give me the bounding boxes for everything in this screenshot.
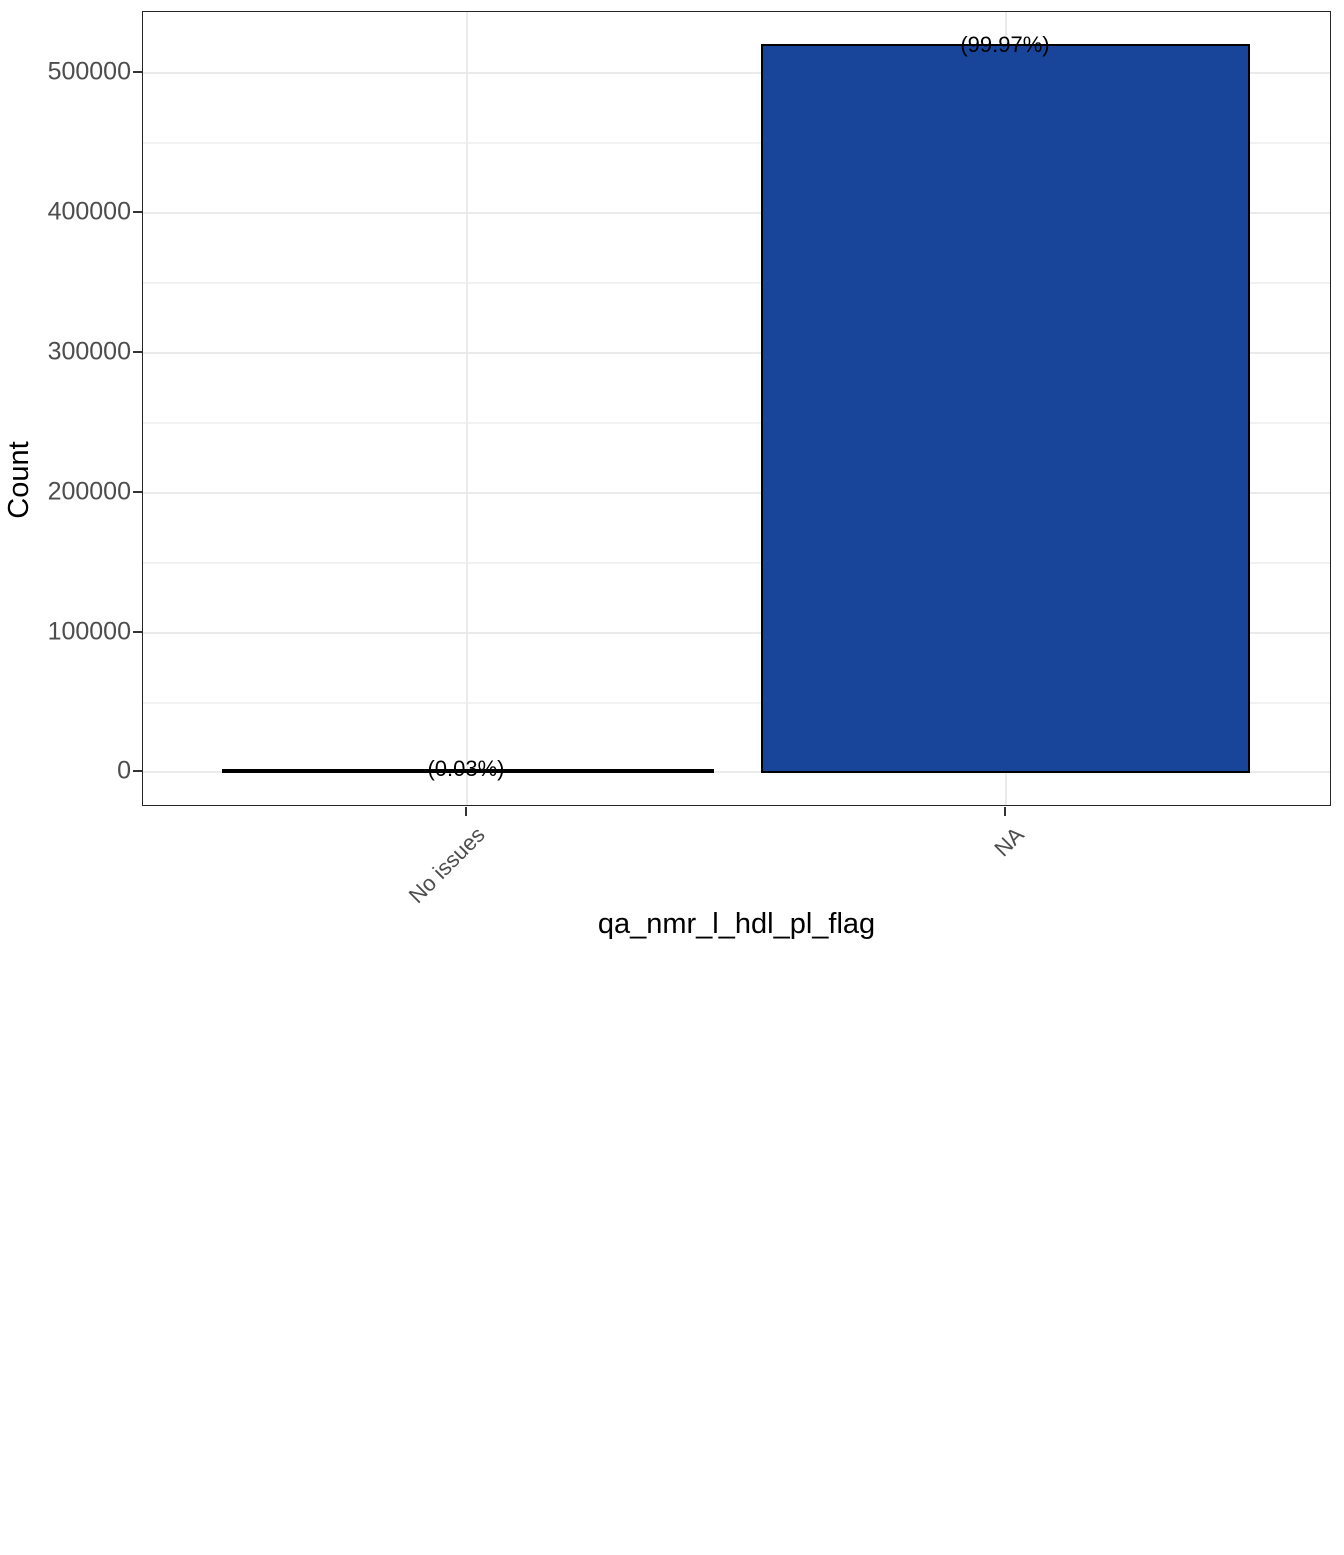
y-tick-mark — [133, 491, 142, 493]
bar-label-no-issues: (0.03%) — [427, 756, 505, 781]
gridline-minor-horizontal — [143, 702, 1330, 704]
y-tick-label: 400000 — [47, 197, 131, 226]
y-tick-mark — [133, 770, 142, 772]
plot-area: (0.03%) (99.97%) — [143, 12, 1330, 805]
y-tick-mark — [133, 351, 142, 353]
gridline-major-horizontal — [143, 632, 1330, 634]
x-tick-label-no-issues: No issues — [403, 822, 490, 908]
y-tick-mark — [133, 71, 142, 73]
gridline-major-vertical — [466, 12, 468, 805]
x-tick-mark — [1004, 807, 1006, 816]
gridline-minor-horizontal — [143, 562, 1330, 564]
y-tick-mark — [133, 631, 142, 633]
y-axis-labels: 500000 400000 300000 200000 100000 0 — [0, 0, 131, 960]
gridline-major-horizontal — [143, 492, 1330, 494]
gridline-major-horizontal — [143, 212, 1330, 214]
gridline-major-horizontal — [143, 771, 1330, 773]
gridline-major-horizontal — [143, 72, 1330, 74]
y-tick-label: 200000 — [47, 477, 131, 506]
bar-label-na: (99.97%) — [960, 32, 1050, 57]
plot-panel: (0.03%) (99.97%) — [142, 11, 1331, 806]
y-tick-label: 100000 — [47, 617, 131, 646]
gridline-minor-horizontal — [143, 282, 1330, 284]
gridline-major-horizontal — [143, 352, 1330, 354]
y-tick-label: 0 — [117, 756, 131, 785]
y-tick-mark — [133, 211, 142, 213]
bar-no-issues[interactable] — [222, 769, 714, 773]
y-tick-label: 300000 — [47, 337, 131, 366]
gridline-minor-horizontal — [143, 422, 1330, 424]
gridline-minor-horizontal — [143, 142, 1330, 144]
chart-figure: Count 500000 400000 300000 200000 100000… — [0, 0, 1331, 960]
x-axis-title: qa_nmr_l_hdl_pl_flag — [597, 908, 876, 940]
bar-na[interactable] — [761, 44, 1250, 773]
x-tick-mark — [465, 807, 467, 816]
y-tick-label: 500000 — [47, 57, 131, 86]
